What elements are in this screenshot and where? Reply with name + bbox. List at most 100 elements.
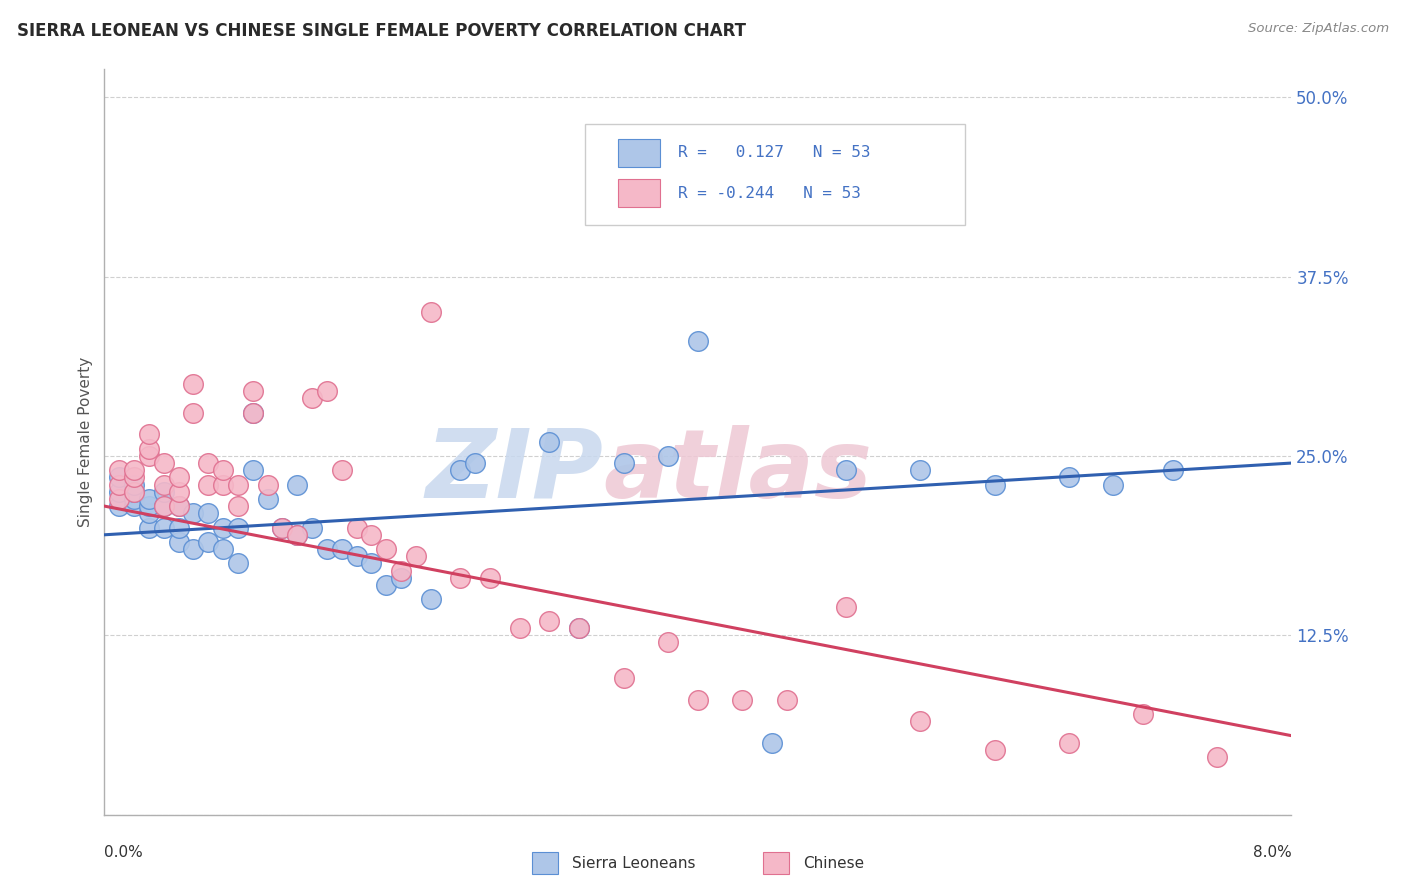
Point (138, 491, 160, 506)
Point (568, 621, 591, 635)
Text: SIERRA LEONEAN VS CHINESE SINGLE FEMALE POVERTY CORRELATION CHART: SIERRA LEONEAN VS CHINESE SINGLE FEMALE … (17, 22, 745, 40)
Point (197, 506, 219, 520)
Point (479, 571, 502, 585)
Point (450, 463, 472, 477)
Text: 8.0%: 8.0% (1253, 845, 1291, 860)
Point (686, 334, 709, 348)
FancyBboxPatch shape (585, 125, 965, 225)
Point (405, 549, 427, 564)
Text: Source: ZipAtlas.com: Source: ZipAtlas.com (1249, 22, 1389, 36)
Point (346, 521, 368, 535)
Point (212, 477, 235, 491)
Point (152, 477, 174, 491)
Point (197, 477, 219, 491)
Point (419, 592, 441, 607)
Text: R = -0.244   N = 53: R = -0.244 N = 53 (678, 186, 860, 201)
Point (108, 499, 131, 513)
Point (983, 477, 1005, 491)
Point (389, 564, 412, 578)
Point (360, 557, 382, 571)
Point (122, 470, 145, 484)
Point (450, 571, 472, 585)
Point (242, 384, 264, 399)
Point (197, 535, 219, 549)
Point (183, 377, 205, 392)
Point (242, 406, 264, 420)
Point (197, 456, 219, 470)
Point (301, 392, 323, 406)
Point (1102, 477, 1125, 491)
Point (108, 463, 131, 477)
Point (301, 521, 323, 535)
Text: Chinese: Chinese (803, 855, 865, 871)
Point (389, 571, 412, 585)
Point (167, 521, 190, 535)
Point (138, 442, 160, 456)
Point (1057, 736, 1080, 750)
Point (122, 463, 145, 477)
Point (183, 542, 205, 557)
Point (776, 693, 799, 707)
Point (316, 542, 339, 557)
Point (613, 671, 636, 685)
Text: 0.0%: 0.0% (104, 845, 143, 860)
Point (538, 434, 561, 449)
Point (108, 477, 131, 491)
Point (152, 499, 174, 513)
Point (122, 499, 145, 513)
Point (242, 406, 264, 420)
FancyBboxPatch shape (619, 179, 659, 207)
Point (256, 491, 278, 506)
Point (835, 463, 858, 477)
Text: R =   0.127   N = 53: R = 0.127 N = 53 (678, 145, 870, 161)
Point (285, 477, 308, 491)
Point (375, 542, 398, 557)
Point (285, 528, 308, 542)
Point (330, 542, 353, 557)
Point (1132, 707, 1154, 722)
Point (152, 499, 174, 513)
Point (167, 484, 190, 499)
Point (731, 693, 754, 707)
Point (613, 456, 636, 470)
Point (183, 406, 205, 420)
Point (761, 736, 783, 750)
Point (167, 499, 190, 513)
Point (271, 521, 294, 535)
Text: ZIP: ZIP (425, 425, 603, 518)
Point (226, 557, 249, 571)
Point (538, 614, 561, 628)
Point (226, 477, 249, 491)
Point (256, 477, 278, 491)
Point (183, 506, 205, 520)
Point (375, 578, 398, 592)
Point (122, 491, 145, 506)
Text: atlas: atlas (603, 425, 872, 518)
Point (108, 484, 131, 499)
Point (910, 463, 932, 477)
FancyBboxPatch shape (619, 138, 659, 167)
Point (983, 743, 1005, 757)
Point (152, 521, 174, 535)
Point (271, 521, 294, 535)
Point (1161, 463, 1184, 477)
Point (226, 521, 249, 535)
Point (346, 549, 368, 564)
Point (138, 427, 160, 442)
Point (226, 499, 249, 513)
Point (509, 621, 531, 635)
Point (108, 470, 131, 484)
Point (657, 449, 679, 463)
Point (242, 463, 264, 477)
Point (1206, 750, 1229, 764)
Point (1057, 470, 1080, 484)
Point (167, 470, 190, 484)
Point (910, 714, 932, 729)
FancyBboxPatch shape (763, 852, 789, 874)
Point (152, 484, 174, 499)
Point (212, 521, 235, 535)
Point (568, 621, 591, 635)
Point (122, 484, 145, 499)
Point (138, 449, 160, 463)
Point (108, 491, 131, 506)
